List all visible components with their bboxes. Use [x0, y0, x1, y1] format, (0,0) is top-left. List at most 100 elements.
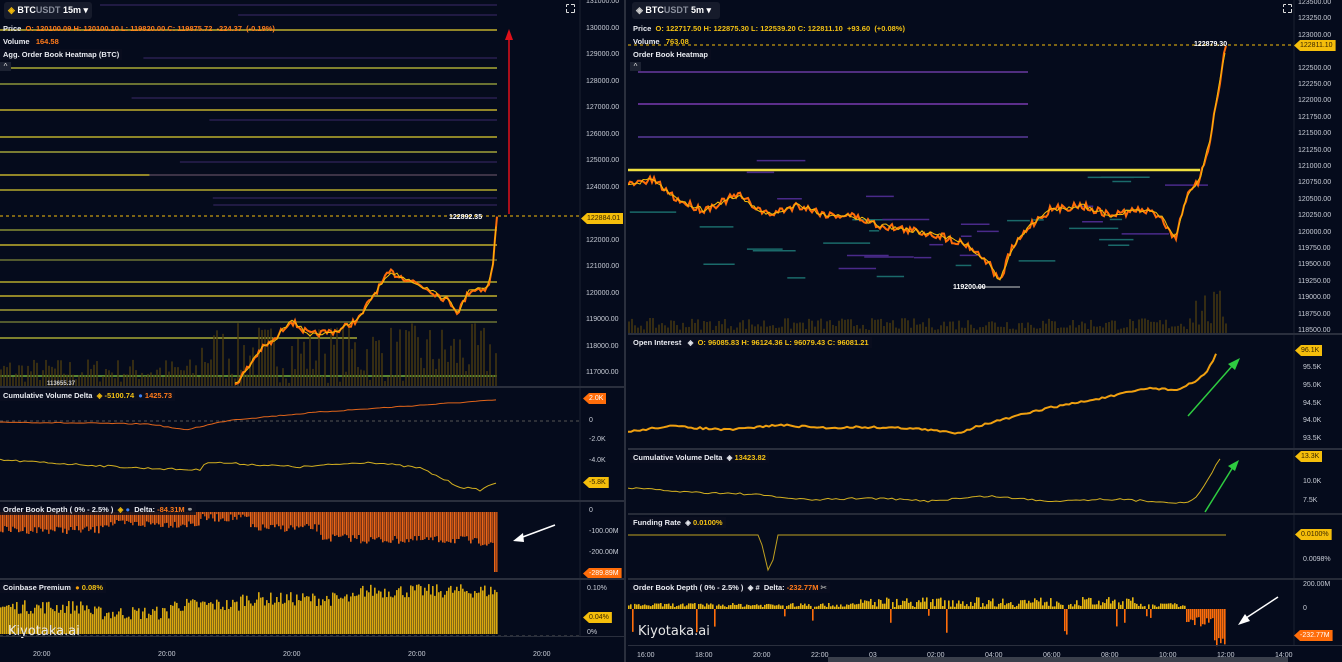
- price-axis-label: 120250.00: [1298, 212, 1332, 220]
- volume-bar: [399, 329, 401, 386]
- depth-bar: [376, 512, 378, 539]
- price-axis-label: 118500.00: [1298, 327, 1331, 334]
- collapse-legend-button[interactable]: ^: [630, 62, 641, 71]
- premium-bar: [318, 598, 320, 634]
- depth-bar: [708, 604, 710, 609]
- premium-bar: [442, 597, 444, 634]
- pane-divider[interactable]: [0, 578, 626, 580]
- fullscreen-icon[interactable]: [1282, 3, 1292, 13]
- volume-bar: [306, 368, 308, 386]
- symbol-selector[interactable]: ◈ BTCUSDT 5m ▾: [632, 2, 720, 19]
- left-chart-panel[interactable]: ◈ BTCUSDT 15m ▾ Price O: 120100.09 H: 12…: [0, 0, 626, 662]
- depth-bar: [304, 512, 306, 526]
- depth-bar: [1146, 609, 1148, 617]
- depth-bar: [486, 512, 488, 546]
- depth-bar: [8, 512, 10, 531]
- depth-bar: [10, 512, 12, 532]
- depth-bar: [94, 512, 96, 533]
- pane-divider[interactable]: [628, 448, 1342, 450]
- depth-bar: [828, 603, 830, 609]
- cvd-legend: Cumulative Volume Delta ◈ -5100.74 ● 142…: [0, 390, 176, 401]
- volume-bar: [180, 370, 182, 386]
- kiyotaka-watermark: Kiyotaka.ai: [8, 624, 80, 639]
- depth-bar: [1038, 601, 1040, 609]
- oi-close: C: 96081.21: [827, 338, 869, 347]
- premium-bar: [174, 601, 176, 634]
- volume-bar: [384, 381, 386, 386]
- depth-bar: [286, 512, 288, 532]
- depth-bar: [460, 512, 462, 537]
- cvd-tag: 13.3K: [1295, 451, 1323, 462]
- depth-bar: [648, 605, 650, 609]
- volume-bar: [195, 365, 197, 386]
- premium-bar: [212, 603, 214, 634]
- depth-bar: [696, 609, 698, 633]
- pane-divider[interactable]: [0, 386, 626, 388]
- volume-bar: [1069, 325, 1071, 333]
- fullscreen-icon[interactable]: [565, 3, 575, 13]
- depth-bar: [1138, 605, 1140, 609]
- volume-bar: [414, 325, 416, 386]
- premium-bar: [290, 592, 292, 634]
- premium-bar: [470, 593, 472, 634]
- depth-bar: [896, 598, 898, 609]
- depth-bar: [292, 512, 294, 528]
- axis-label: 0: [589, 507, 593, 514]
- volume-bar: [483, 327, 485, 386]
- depth-bar: [422, 512, 424, 540]
- pane-divider[interactable]: [628, 513, 1342, 515]
- volume-bar: [832, 324, 834, 333]
- pane-divider[interactable]: [628, 333, 1342, 335]
- depth-bar: [444, 512, 446, 543]
- volume-bar: [817, 320, 819, 333]
- left-chart-canvas[interactable]: [0, 0, 626, 662]
- premium-bar: [190, 600, 192, 634]
- premium-bar: [210, 602, 212, 634]
- depth-bar: [342, 512, 344, 536]
- depth-bar: [404, 512, 406, 543]
- volume-bar: [886, 322, 888, 333]
- depth-bar: [60, 512, 62, 528]
- depth-bar: [430, 512, 432, 538]
- depth-bar: [432, 512, 434, 541]
- volume-bar: [102, 376, 104, 386]
- depth-bar: [862, 602, 864, 609]
- premium-bar: [30, 610, 32, 634]
- depth-bar: [730, 605, 732, 609]
- pane-divider[interactable]: [0, 500, 626, 502]
- axis-label: 94.0K: [1303, 417, 1322, 424]
- unlink-icon[interactable]: ✂: [820, 583, 827, 592]
- depth-bar: [1098, 600, 1100, 609]
- right-chart-panel[interactable]: ◈ BTCUSDT 5m ▾ Price O: 122717.50 H: 122…: [628, 0, 1342, 662]
- depth-bar: [122, 512, 124, 521]
- volume-bar: [868, 329, 870, 333]
- symbol-base: BTC: [645, 5, 664, 15]
- collapse-legend-button[interactable]: ^: [0, 62, 11, 71]
- pane-divider[interactable]: [628, 578, 1342, 580]
- depth-bar: [298, 512, 300, 528]
- symbol-selector[interactable]: ◈ BTCUSDT 15m ▾: [4, 2, 92, 19]
- volume-bar: [769, 325, 771, 333]
- time-axis-label: 20:00: [283, 651, 301, 658]
- close: C: 119875.72: [167, 24, 213, 33]
- right-chart-canvas[interactable]: [628, 0, 1342, 662]
- volume-bar: [883, 326, 885, 333]
- depth-bar: [378, 512, 380, 538]
- depth-bar: [1044, 602, 1046, 609]
- volume-bar: [480, 330, 482, 386]
- premium-bar: [296, 594, 298, 634]
- horizontal-scrollbar[interactable]: [828, 657, 1288, 662]
- depth-bar: [280, 512, 282, 530]
- volume-bar: [84, 375, 86, 386]
- premium-bar: [112, 611, 114, 634]
- depth-bar: [358, 512, 360, 536]
- volume-bar: [1054, 321, 1056, 333]
- depth-bar: [1056, 601, 1058, 609]
- premium-bar: [52, 609, 54, 634]
- price-axis-label: 123500.00: [1298, 0, 1332, 6]
- funding-legend: Funding Rate ◈ 0.0100%: [630, 517, 726, 528]
- volume-bar: [724, 319, 726, 333]
- premium-bar: [2, 606, 4, 634]
- premium-bar: [226, 600, 228, 634]
- link-icon[interactable]: ⚭: [186, 505, 194, 514]
